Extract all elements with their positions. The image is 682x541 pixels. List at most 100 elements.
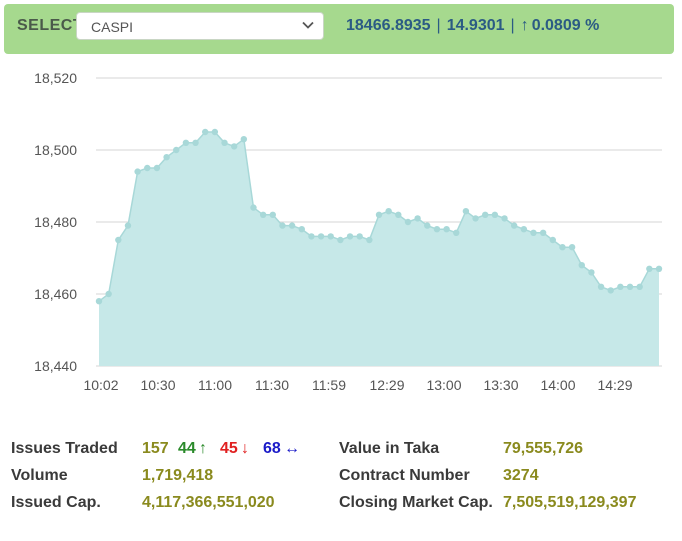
issued-cap-value: 4,117,366,551,020 — [142, 494, 275, 511]
data-point — [578, 262, 585, 269]
volume-label: Volume — [11, 467, 68, 484]
area-fill — [99, 132, 659, 366]
x-tick-label: 13:00 — [426, 377, 461, 393]
data-point — [501, 215, 508, 222]
data-point — [491, 211, 499, 218]
index-area-chart: 18,440 18,460 18,480 18,500 18,520 10:02 10:30… — [34, 70, 663, 393]
contract-number-value: 3274 — [503, 467, 539, 484]
data-point — [317, 233, 325, 240]
index-change: 14.9301 — [446, 17, 505, 34]
closing-cap-value: 7,505,519,129,397 — [503, 494, 637, 511]
value-in-taka-label: Value in Taka — [339, 440, 440, 457]
x-tick-label: 11:59 — [312, 377, 346, 393]
data-point — [424, 222, 431, 229]
data-point — [346, 233, 354, 240]
index-select-dropdown[interactable]: CASPI — [76, 12, 324, 40]
data-point — [655, 265, 663, 272]
index-chart: 18,440 18,460 18,480 18,500 18,520 10:02 10:30… — [0, 56, 682, 401]
data-point — [404, 218, 412, 226]
index-value: 18466.8935 — [346, 17, 431, 34]
data-point — [617, 283, 624, 290]
data-point — [163, 154, 170, 161]
contract-number-label: Contract Number — [339, 467, 470, 484]
data-point — [549, 236, 556, 244]
data-point — [134, 168, 141, 175]
data-point — [173, 146, 180, 154]
index-header-bar: SELECT CASPI 18466.8935 | 14.9301 | ↑ 0.0809 … — [4, 4, 674, 54]
data-point — [298, 226, 305, 233]
y-tick-label: 18,520 — [34, 70, 77, 86]
separator: | — [510, 17, 515, 34]
data-point — [202, 128, 209, 136]
x-tick-label: 12:29 — [369, 377, 404, 393]
index-ticker: 18466.8935 | 14.9301 | ↑ 0.0809 % — [346, 17, 599, 35]
data-point — [366, 236, 373, 244]
data-point — [230, 143, 238, 150]
data-point — [597, 283, 605, 290]
data-point — [279, 222, 286, 229]
data-point — [520, 226, 528, 233]
data-point — [211, 128, 219, 136]
value-in-taka-value: 79,555,726 — [503, 440, 584, 457]
data-point — [192, 139, 199, 146]
x-tick-label: 14:00 — [540, 377, 575, 393]
data-point — [453, 229, 460, 236]
y-tick-label: 18,440 — [34, 358, 77, 374]
selected-index-value: CASPI — [91, 19, 134, 35]
x-tick-label: 11:00 — [198, 377, 232, 393]
x-tick-label: 13:30 — [483, 377, 518, 393]
data-point — [607, 287, 614, 294]
data-point — [414, 215, 421, 222]
data-point — [462, 208, 470, 215]
data-point — [433, 226, 441, 233]
y-tick-label: 18,460 — [34, 286, 77, 302]
y-tick-label: 18,480 — [34, 214, 77, 230]
data-point — [182, 139, 190, 146]
unchanged-count: 68 — [263, 440, 281, 457]
issues-traded-label: Issues Traded — [11, 440, 118, 457]
data-point — [472, 215, 479, 222]
data-point — [482, 211, 489, 218]
data-point — [395, 211, 402, 218]
declined-count: 45 — [220, 440, 238, 457]
data-point — [636, 283, 643, 290]
data-point — [375, 211, 383, 218]
data-point — [95, 298, 103, 305]
data-point — [443, 226, 450, 233]
data-point — [308, 233, 315, 240]
chevron-down-icon — [302, 21, 314, 29]
data-point — [559, 244, 566, 251]
data-point — [510, 222, 518, 229]
arrow-down-icon: ↓ — [241, 440, 249, 457]
data-point — [115, 236, 122, 244]
y-tick-label: 18,500 — [34, 142, 77, 158]
arrow-both-icon: ↔ — [284, 440, 300, 457]
x-tick-label: 10:30 — [140, 377, 175, 393]
volume-value: 1,719,418 — [142, 467, 214, 484]
x-tick-label: 11:30 — [255, 377, 289, 393]
data-point — [327, 233, 334, 240]
data-point — [153, 164, 161, 172]
x-tick-label: 14:29 — [597, 377, 632, 393]
data-point — [269, 211, 276, 218]
data-point — [250, 204, 257, 211]
select-label: SELECT — [17, 17, 84, 34]
data-point — [337, 236, 344, 244]
data-point — [356, 233, 363, 240]
data-point — [530, 229, 537, 236]
separator: | — [436, 17, 441, 34]
data-point — [385, 208, 392, 215]
data-point — [124, 222, 132, 229]
data-point — [144, 164, 151, 172]
index-change-percent: 0.0809 % — [531, 17, 600, 34]
advanced-count: 44 — [178, 440, 196, 457]
data-point — [288, 222, 296, 229]
data-point — [588, 269, 595, 276]
issued-cap-label: Issued Cap. — [11, 494, 101, 511]
data-point — [568, 244, 576, 251]
data-point — [105, 290, 112, 298]
arrow-up-icon: ↑ — [199, 440, 207, 457]
data-point — [259, 211, 267, 218]
data-point — [539, 229, 547, 236]
closing-cap-label: Closing Market Cap. — [339, 494, 493, 511]
